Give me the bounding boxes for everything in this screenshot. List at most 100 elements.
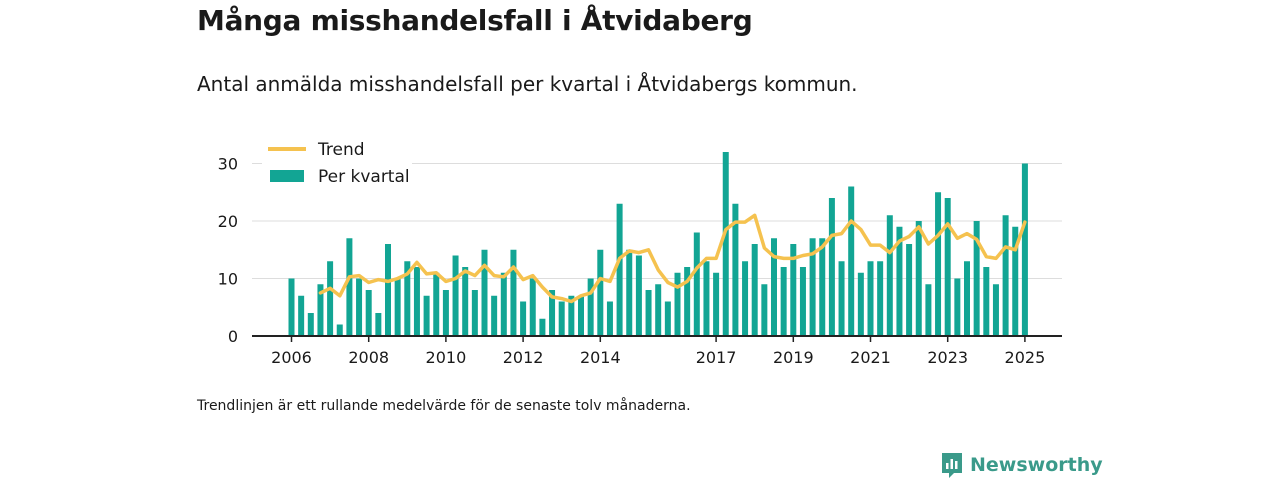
trend-line xyxy=(318,213,1027,304)
bar xyxy=(510,249,517,336)
bar xyxy=(317,284,324,336)
bar xyxy=(635,255,642,336)
brand-logo: Newsworthy xyxy=(940,451,1103,479)
chart-subtitle: Antal anmälda misshandelsfall per kvarta… xyxy=(197,72,858,96)
bar xyxy=(433,272,440,336)
bar xyxy=(288,278,295,336)
bar xyxy=(413,267,420,336)
bar xyxy=(722,152,729,336)
legend-bar-swatch xyxy=(270,170,304,182)
bar xyxy=(529,278,536,336)
bar xyxy=(703,261,710,336)
bar xyxy=(857,272,864,336)
bar xyxy=(742,261,749,336)
legend: Trend Per kvartal xyxy=(262,139,412,189)
bar xyxy=(327,261,334,336)
bar xyxy=(751,244,758,336)
bar xyxy=(935,192,942,336)
bar xyxy=(568,295,575,336)
x-tick-label: 2012 xyxy=(503,348,544,367)
brand-name: Newsworthy xyxy=(970,454,1103,476)
bar xyxy=(394,278,401,336)
bar-chart: 0 10 20 30 2006 2008 2010 2012 2014 2017 2019 2021… xyxy=(218,139,1062,367)
bar xyxy=(809,238,816,336)
bar xyxy=(761,284,768,336)
bar xyxy=(664,301,671,336)
bar xyxy=(385,244,391,336)
bar xyxy=(336,324,343,336)
footnote: Trendlinjen är ett rullande medelvärde f… xyxy=(197,398,691,414)
bar xyxy=(520,301,527,336)
bar xyxy=(462,267,469,336)
chart-title: Många misshandelsfall i Åtvidaberg xyxy=(197,4,753,37)
bar xyxy=(539,318,546,336)
bar xyxy=(828,198,835,336)
bar xyxy=(307,313,314,336)
bar xyxy=(645,290,652,336)
bars xyxy=(288,152,1028,336)
bar xyxy=(298,295,305,336)
bar xyxy=(877,261,884,336)
legend-trend-label: Trend xyxy=(317,140,365,160)
bar xyxy=(365,290,372,336)
bar xyxy=(452,255,459,336)
bar xyxy=(346,238,353,336)
bar xyxy=(799,267,806,336)
legend-bar-label: Per kvartal xyxy=(318,167,410,187)
bar xyxy=(983,267,990,336)
bar xyxy=(481,249,488,336)
bar xyxy=(896,226,903,336)
bar xyxy=(587,278,594,336)
bar xyxy=(471,290,478,336)
bar xyxy=(606,301,613,336)
bar xyxy=(1012,226,1019,336)
bar xyxy=(442,290,449,336)
bar xyxy=(886,215,893,336)
bar xyxy=(558,301,565,336)
bar xyxy=(790,244,797,336)
y-tick-label: 10 xyxy=(218,270,238,289)
bar xyxy=(838,261,845,336)
bar xyxy=(848,186,855,336)
y-tick-label: 30 xyxy=(218,155,238,174)
bar xyxy=(423,295,430,336)
bar xyxy=(375,313,382,336)
x-tick-label: 2021 xyxy=(850,348,891,367)
x-tick-label: 2025 xyxy=(1005,348,1046,367)
bar xyxy=(500,272,507,336)
bar xyxy=(771,238,777,336)
newsworthy-logo-icon xyxy=(942,453,962,478)
bar xyxy=(819,238,826,336)
bar xyxy=(867,261,874,336)
bar xyxy=(491,295,498,336)
bar xyxy=(1021,163,1028,336)
bar xyxy=(732,203,739,336)
y-axis-ticks: 0 10 20 30 xyxy=(218,155,238,347)
x-tick-label: 2008 xyxy=(348,348,389,367)
bar xyxy=(693,232,700,336)
bar xyxy=(713,272,720,336)
bar xyxy=(597,249,604,336)
bar xyxy=(655,284,662,336)
x-axis-ticks: 2006 2008 2010 2012 2014 2017 2019 2021 2023 2025 xyxy=(271,336,1045,367)
trend-line-group xyxy=(318,213,1027,304)
x-tick-label: 2017 xyxy=(696,348,737,367)
y-tick-label: 0 xyxy=(228,327,238,346)
bar xyxy=(944,198,951,336)
bar xyxy=(1002,215,1009,336)
bar xyxy=(964,261,970,336)
bar xyxy=(356,278,363,336)
x-tick-label: 2010 xyxy=(426,348,467,367)
bar xyxy=(925,284,932,336)
bar xyxy=(915,221,922,336)
bar xyxy=(992,284,999,336)
bar xyxy=(404,261,411,336)
bar xyxy=(954,278,961,336)
bar xyxy=(780,267,787,336)
bar xyxy=(549,290,556,336)
x-tick-label: 2019 xyxy=(773,348,814,367)
x-tick-label: 2014 xyxy=(580,348,621,367)
bar xyxy=(906,244,913,336)
bar xyxy=(973,221,980,336)
bar xyxy=(626,249,633,336)
